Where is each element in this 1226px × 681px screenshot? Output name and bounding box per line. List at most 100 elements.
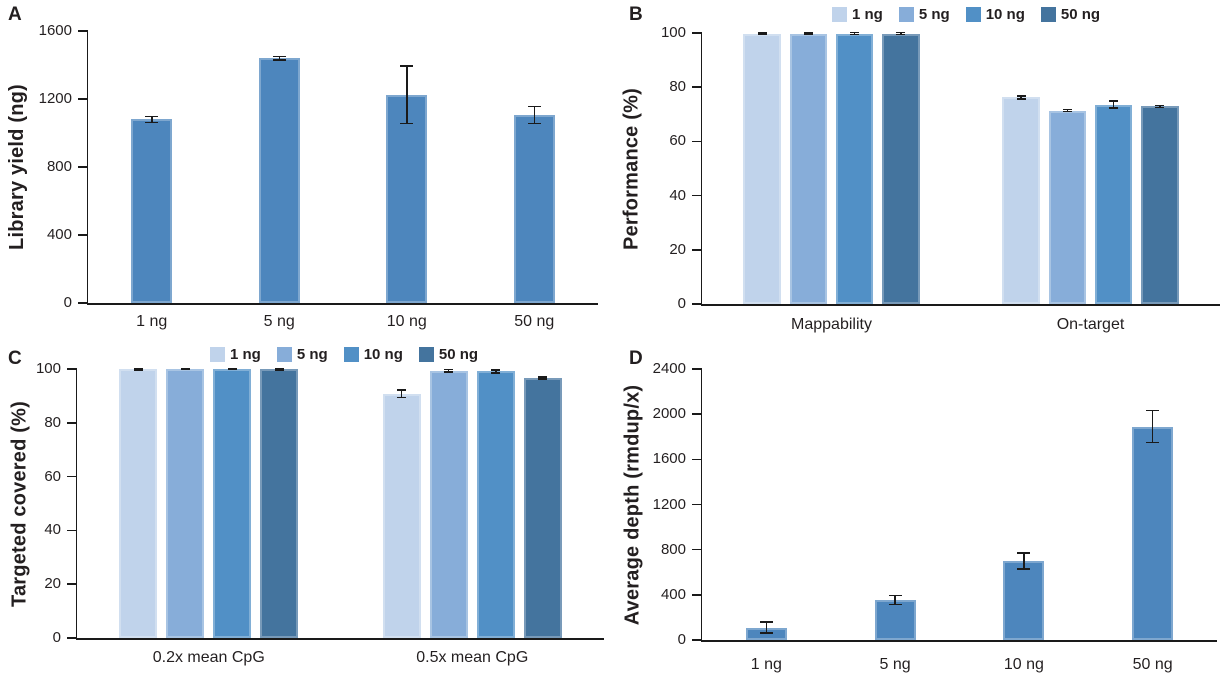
legend-swatch-10 ng <box>343 347 359 362</box>
y-tick-mark <box>692 594 702 596</box>
legend-item-10 ng: 10 ng <box>965 6 1025 23</box>
y-tick-mark <box>692 86 702 88</box>
legend-swatch-1 ng <box>832 7 847 22</box>
y-axis-line <box>75 369 77 640</box>
legend-swatch-50 ng <box>418 347 434 362</box>
y-tick-mark <box>692 639 702 641</box>
error-bar-cap-bottom <box>1146 441 1160 444</box>
y-tick-label: 20 <box>44 575 61 593</box>
bar-0.5x mean CpG-50 ng <box>523 378 562 638</box>
legend-label-1 ng: 1 ng <box>230 346 261 363</box>
y-tick-label: 1200 <box>38 90 72 107</box>
error-bar-cap-bottom <box>527 122 541 125</box>
bar-Mappability-1 ng <box>743 33 781 304</box>
y-tick-label: 400 <box>46 226 72 243</box>
x-category-label: 5 ng <box>879 656 911 673</box>
error-bar-cap-top <box>133 367 143 370</box>
error-bar-cap-top <box>180 367 190 370</box>
bar-5 ng <box>874 599 916 640</box>
error-bar-cap-bottom <box>145 121 159 124</box>
legend-swatch-10 ng <box>965 7 981 22</box>
error-bar-line <box>406 65 408 124</box>
panel-c-targeted-covered: C Targeted covered (%) 0 20 40 60 80 100 0.2x … <box>0 340 613 681</box>
legend-label-10 ng: 10 ng <box>363 346 403 363</box>
bar-On-target-50 ng <box>1141 106 1179 304</box>
bar-5 ng <box>258 58 300 303</box>
bar-On-target-1 ng <box>1002 97 1040 304</box>
error-bar-line <box>278 368 281 371</box>
legend-label-5 ng: 5 ng <box>296 346 328 363</box>
error-bar-line <box>542 377 544 380</box>
y-tick-label: 800 <box>660 540 686 558</box>
bar-0.2x mean CpG-1 ng <box>119 369 158 638</box>
x-category-label: 50 ng <box>1132 656 1173 673</box>
error-bar-cap-top <box>145 115 159 118</box>
y-tick-mark <box>692 503 702 506</box>
error-bar-cap-bottom <box>227 368 237 371</box>
error-bar-cap-top <box>227 367 237 370</box>
y-tick-mark <box>692 194 702 197</box>
x-category-label: 0.5x mean CpG <box>416 649 529 666</box>
error-bar-cap-top <box>1146 409 1160 412</box>
error-bar-cap-top <box>272 55 286 58</box>
bar-0.2x mean CpG-50 ng <box>260 369 299 638</box>
error-bar-line <box>1066 109 1069 112</box>
bar-0.2x mean CpG-5 ng <box>166 369 205 638</box>
x-category-label: 1 ng <box>136 313 168 330</box>
bar-Mappability-5 ng <box>789 33 827 304</box>
legend: 1 ng 5 ng 10 ng 50 ng <box>832 6 1116 23</box>
error-bar-line <box>853 32 856 35</box>
legend-item-5 ng: 5 ng <box>276 346 328 363</box>
bar-0.5x mean CpG-1 ng <box>382 393 421 638</box>
error-bar-line <box>1112 101 1115 109</box>
legend-swatch-50 ng <box>1040 7 1056 22</box>
y-tick-label: 40 <box>669 186 686 204</box>
y-tick-label: 800 <box>46 158 72 175</box>
x-category-label: 5 ng <box>263 313 295 330</box>
bar-1 ng <box>131 119 173 303</box>
panel-a-library-yield: A Library yield (ng) 0 400 800 1200 1600 1 ng… <box>0 0 613 341</box>
legend-item-50 ng: 50 ng <box>418 346 478 363</box>
legend: 1 ng 5 ng 10 ng 50 ng <box>210 346 494 363</box>
error-bar-cap-top <box>491 369 501 371</box>
error-bar-cap-top <box>538 376 548 378</box>
y-tick-mark <box>692 368 702 370</box>
y-tick-mark <box>692 413 702 415</box>
error-bar-cap-bottom <box>850 33 860 36</box>
error-bar-cap-top <box>1109 100 1119 102</box>
error-bar-cap-bottom <box>491 372 501 374</box>
y-tick-mark <box>67 583 77 585</box>
panel-letter-b: B <box>629 4 643 25</box>
legend-item-1 ng: 1 ng <box>832 6 883 23</box>
y-axis-line <box>700 33 702 306</box>
error-bar-cap-top <box>400 65 414 67</box>
plot-area-d: 0 400 800 1200 1600 2000 2400 1 ng 5 ng 10 ng 50 n… <box>613 340 1226 681</box>
error-bar-cap-top <box>888 594 902 597</box>
y-tick-mark <box>78 98 88 100</box>
error-bar-cap-top <box>850 31 860 34</box>
y-tick-label: 1200 <box>652 495 686 513</box>
y-tick-label: 0 <box>677 295 686 312</box>
error-bar-cap-top <box>896 31 906 34</box>
y-tick-mark <box>692 303 702 305</box>
y-tick-label: 1600 <box>38 22 72 39</box>
x-category-label: 10 ng <box>1003 656 1044 673</box>
error-bar-cap-top <box>444 368 454 371</box>
x-axis-line <box>700 640 1217 642</box>
bar-10 ng <box>386 94 428 303</box>
bar-Mappability-10 ng <box>836 33 874 304</box>
y-tick-mark <box>78 30 88 32</box>
error-bar-cap-bottom <box>272 59 286 61</box>
panel-d-average-depth: D Average depth (rmdup/x) 0 400 800 1200 160… <box>613 340 1226 681</box>
error-bar-line <box>137 368 139 371</box>
bar-On-target-10 ng <box>1095 104 1133 304</box>
plot-area-b: 0 20 40 60 80 100 Mappability On-target <box>613 0 1226 341</box>
error-bar-cap-top <box>1017 552 1031 554</box>
error-bar-line <box>807 33 810 35</box>
error-bar-line <box>1023 552 1025 570</box>
error-bar-cap-top <box>757 32 767 34</box>
error-bar-line <box>533 106 535 124</box>
legend-label-50 ng: 50 ng <box>1060 6 1101 23</box>
y-tick-label: 40 <box>44 521 61 539</box>
